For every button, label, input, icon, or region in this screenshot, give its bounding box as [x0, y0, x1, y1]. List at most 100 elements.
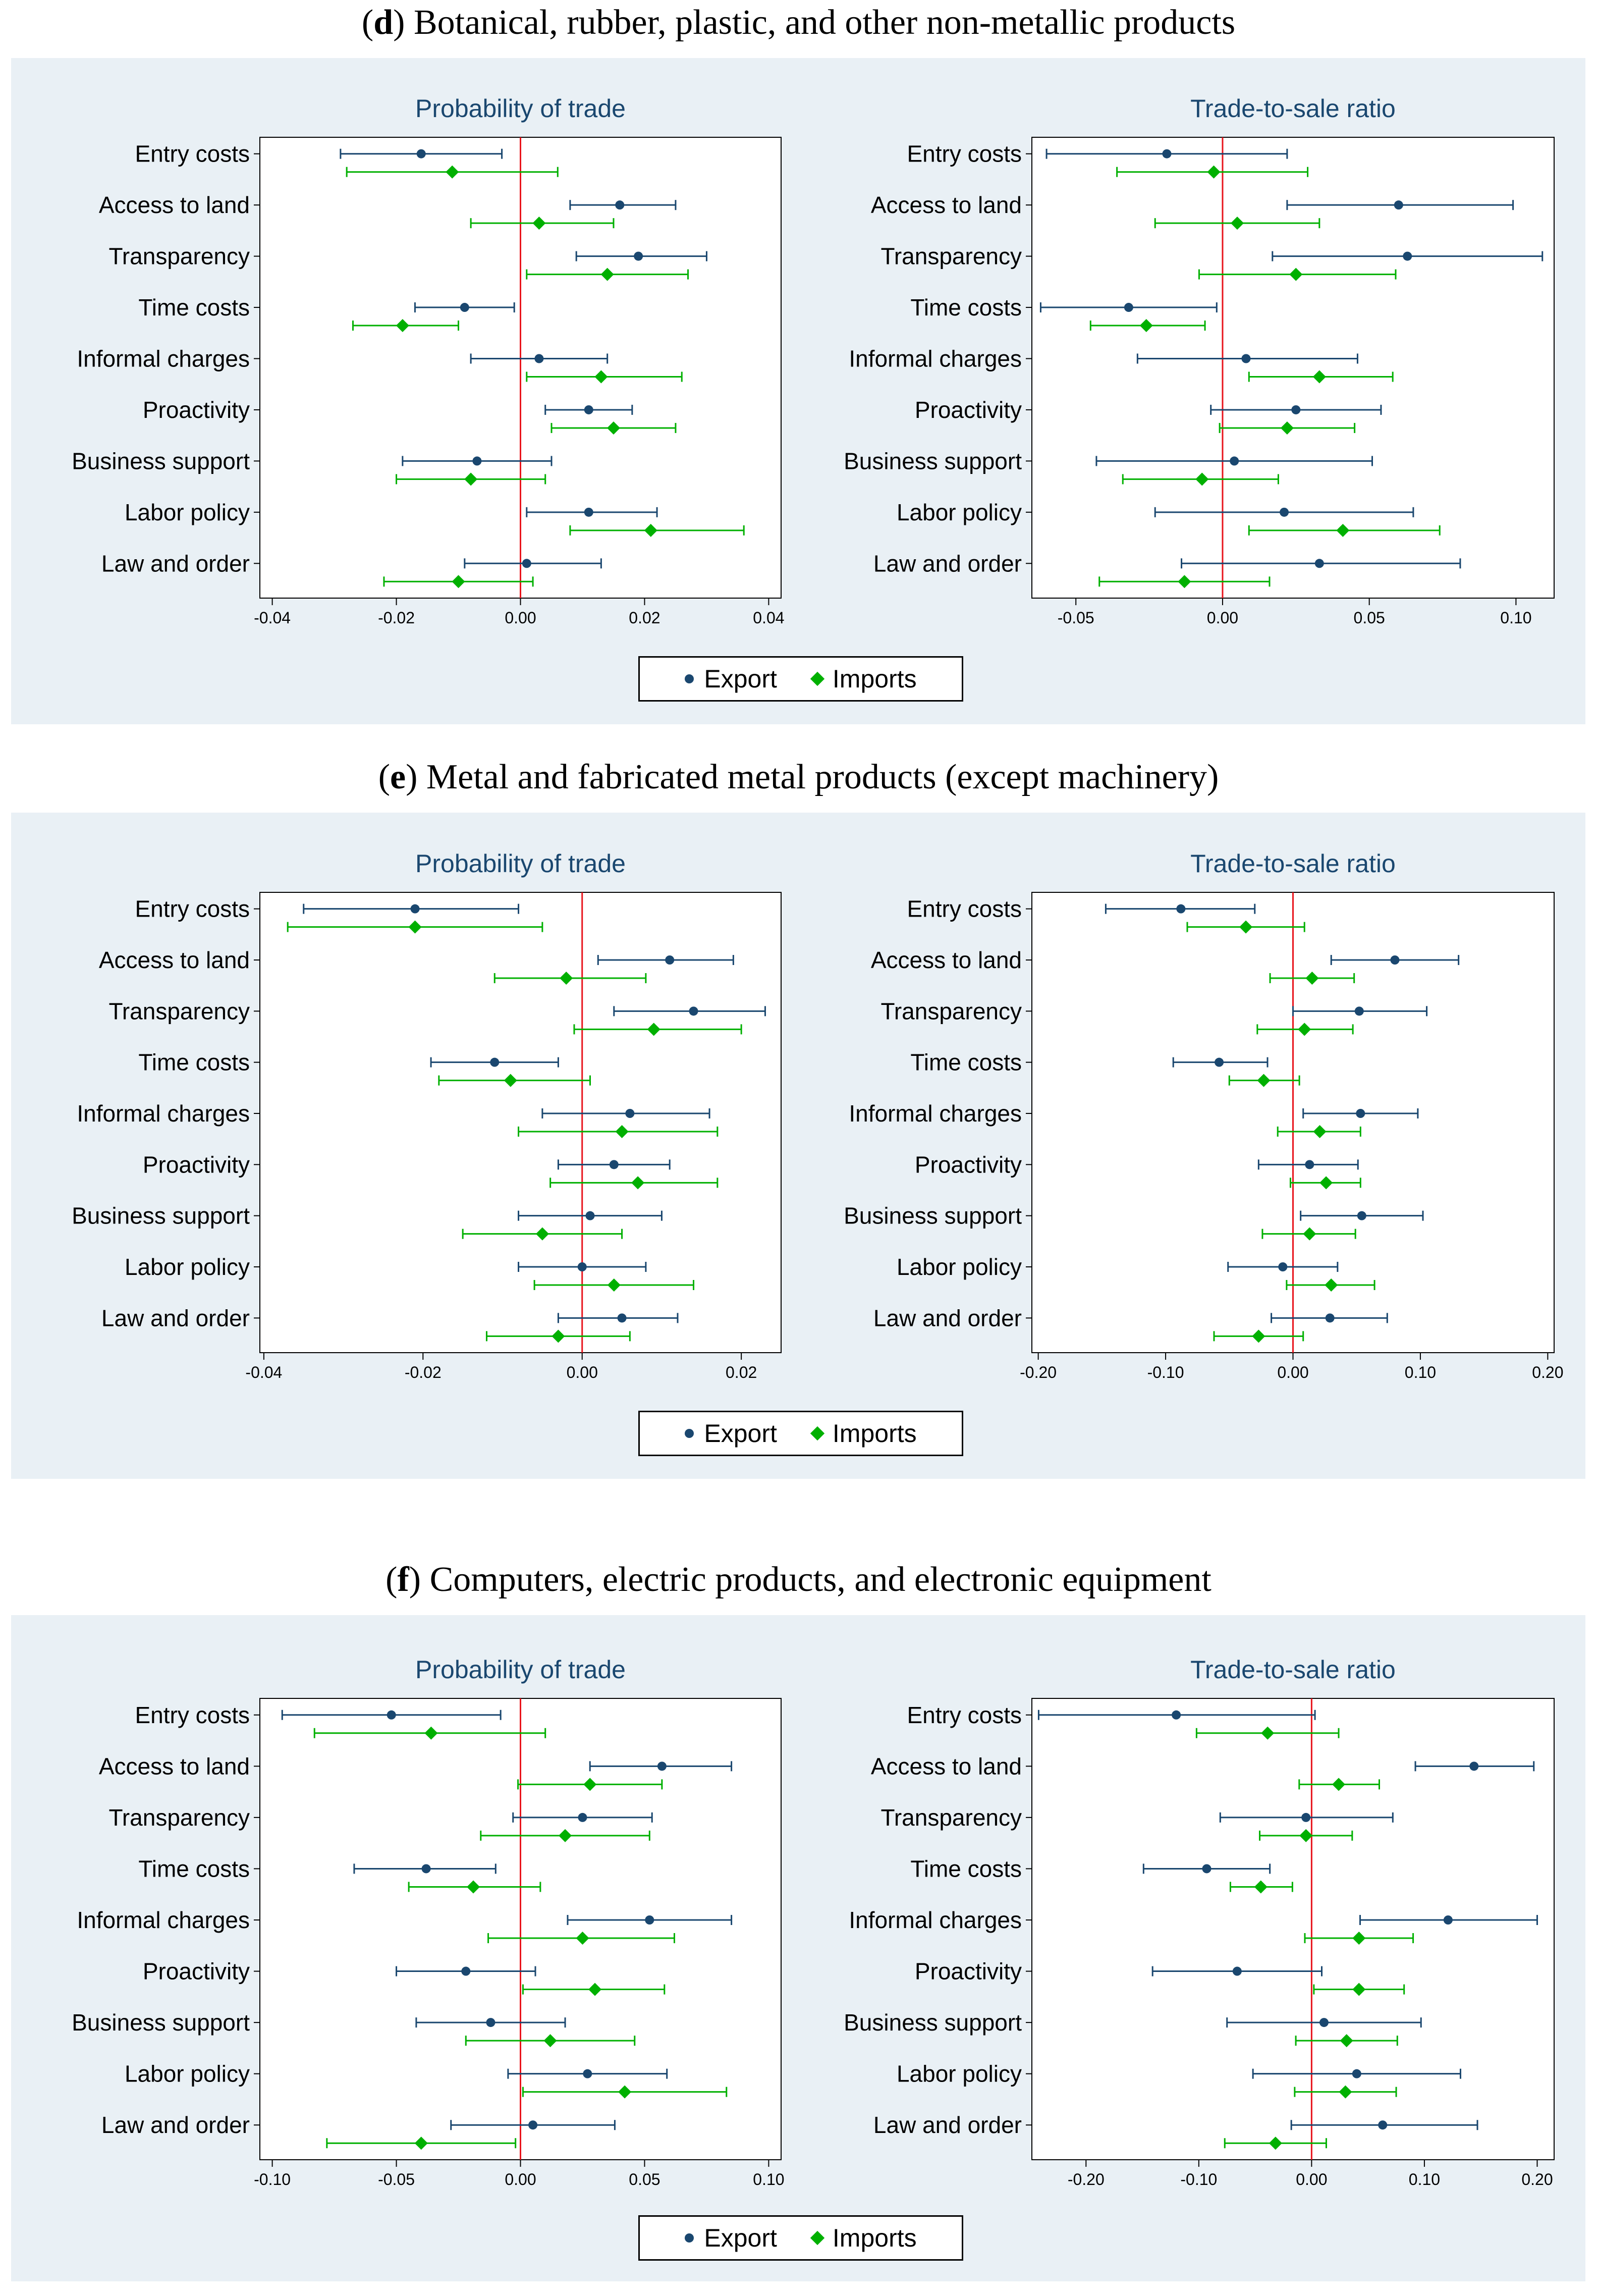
imports-point — [1332, 1778, 1346, 1791]
imports-point — [1252, 1329, 1265, 1343]
y-category-label: Law and order — [873, 1305, 1022, 1331]
imports-point — [576, 1932, 589, 1945]
y-category-label: Access to land — [871, 192, 1022, 218]
legend-e: Export Imports — [638, 1411, 963, 1456]
x-tick-label: 0.05 — [1354, 609, 1385, 627]
legend-export-label: Export — [704, 1419, 777, 1448]
export-point — [1301, 1812, 1311, 1822]
legend-imports-label: Imports — [832, 2224, 917, 2252]
export-point — [1354, 1006, 1364, 1016]
imports-point — [1239, 920, 1253, 934]
x-tick-label: -0.10 — [254, 2170, 291, 2188]
x-tick-label: 0.02 — [629, 609, 660, 627]
export-point — [1325, 1313, 1335, 1323]
y-category-label: Informal charges — [849, 346, 1022, 372]
y-category-label: Labor policy — [125, 1254, 250, 1280]
imports-point — [1299, 1829, 1313, 1842]
export-point — [617, 1313, 627, 1323]
imports-point — [560, 972, 573, 985]
y-category-label: Proactivity — [915, 1958, 1022, 1985]
y-category-label: Informal charges — [77, 1907, 250, 1933]
export-point — [1202, 1864, 1211, 1874]
y-category-label: Entry costs — [907, 1702, 1022, 1728]
imports-point — [1257, 1074, 1271, 1087]
export-point — [1172, 1710, 1181, 1720]
export-point — [1124, 303, 1133, 312]
x-tick-label: 0.10 — [1405, 1363, 1436, 1381]
y-category-label: Access to land — [871, 947, 1022, 973]
y-category-label: Business support — [72, 2009, 250, 2036]
y-category-label: Business support — [72, 1203, 250, 1229]
x-tick-label: 0.00 — [1207, 609, 1238, 627]
export-point — [486, 2018, 495, 2027]
plot-area — [259, 892, 782, 1353]
imports-point — [1269, 2137, 1282, 2150]
export-point — [583, 2069, 592, 2078]
export-point — [1390, 955, 1400, 965]
legend-export: Export — [685, 664, 777, 693]
export-point — [534, 354, 544, 363]
imports-point — [1231, 217, 1244, 230]
export-point — [490, 1057, 500, 1067]
export-point — [1291, 405, 1301, 414]
section-letter-e: e — [390, 758, 406, 796]
imports-point — [600, 268, 614, 281]
y-category-label: Informal charges — [849, 1907, 1022, 1933]
imports-point — [1312, 370, 1326, 384]
export-point — [461, 1966, 471, 1976]
export-point — [645, 1915, 654, 1925]
legend-imports-label: Imports — [832, 665, 917, 693]
export-marker-icon — [685, 674, 694, 683]
y-category-label: Law and order — [873, 550, 1022, 576]
chart-d-0: Probability of trade -0.04 -0.02 0.00 0.02 0.… — [72, 94, 784, 627]
y-category-label: Transparency — [108, 1804, 250, 1831]
imports-point — [1289, 268, 1303, 281]
y-category-label: Business support — [844, 1203, 1022, 1229]
imports-point — [464, 472, 478, 486]
x-tick-label: -0.20 — [1020, 1363, 1057, 1381]
export-point — [460, 303, 469, 312]
x-tick-label: -0.02 — [405, 1363, 442, 1381]
y-category-label: Labor policy — [897, 1254, 1022, 1280]
plot-area — [1031, 1698, 1555, 2160]
imports-marker-icon — [810, 2230, 825, 2246]
legend-export-label: Export — [704, 2224, 777, 2252]
y-category-label: Entry costs — [907, 141, 1022, 167]
imports-point — [1195, 472, 1209, 486]
export-point — [1230, 456, 1239, 466]
y-category-label: Time costs — [138, 1855, 250, 1882]
x-tick-label: -0.20 — [1068, 2170, 1105, 2188]
x-tick-label: -0.04 — [254, 609, 291, 627]
legend-imports: Imports — [810, 1419, 917, 1448]
imports-point — [1305, 972, 1319, 985]
imports-point — [1352, 1983, 1366, 1996]
y-category-label: Proactivity — [143, 397, 250, 423]
export-point — [634, 251, 643, 261]
imports-point — [594, 370, 608, 384]
legend-export: Export — [685, 2223, 777, 2253]
imports-point — [618, 2085, 632, 2099]
imports-point — [467, 1880, 480, 1894]
x-tick-label: -0.05 — [1058, 609, 1094, 627]
x-tick-label: 0.00 — [1296, 2170, 1327, 2188]
export-point — [625, 1109, 635, 1118]
imports-point — [535, 1227, 549, 1241]
x-tick-label: -0.10 — [1180, 2170, 1217, 2188]
imports-point — [1280, 421, 1294, 435]
export-point — [1469, 1761, 1479, 1771]
y-category-label: Entry costs — [907, 896, 1022, 922]
y-category-label: Time costs — [910, 1855, 1022, 1882]
imports-point — [446, 165, 459, 179]
y-category-label: Business support — [844, 448, 1022, 474]
export-point — [1314, 559, 1324, 568]
export-point — [472, 456, 482, 466]
y-category-label: Informal charges — [77, 346, 250, 372]
x-tick-label: 0.00 — [505, 609, 536, 627]
imports-point — [414, 2137, 428, 2150]
imports-point — [607, 1278, 621, 1292]
x-tick-label: 0.02 — [726, 1363, 757, 1381]
export-point — [1232, 1966, 1242, 1976]
x-tick-label: 0.05 — [629, 2170, 660, 2188]
imports-point — [1339, 2085, 1352, 2099]
imports-point — [1313, 1125, 1327, 1138]
